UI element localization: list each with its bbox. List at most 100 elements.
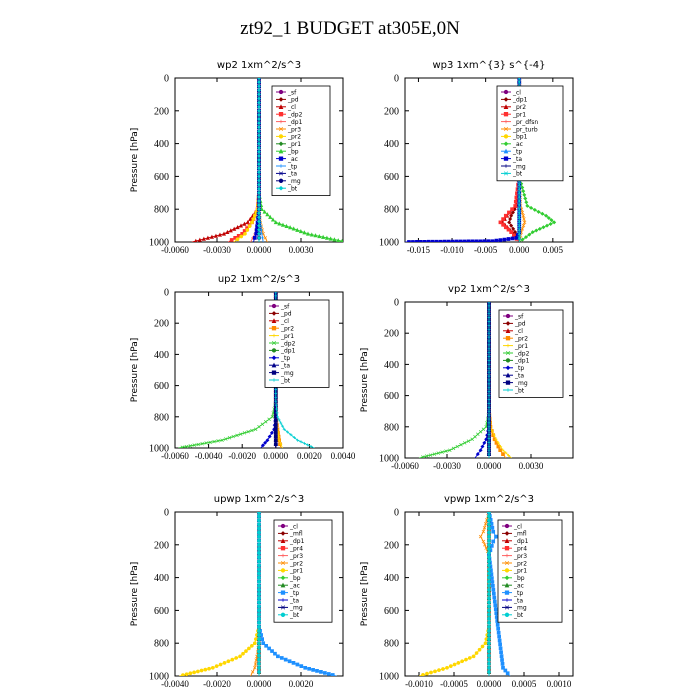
data-point — [487, 543, 491, 547]
data-point — [213, 233, 219, 238]
legend-entry: _pr2 — [287, 134, 301, 141]
data-point — [275, 407, 279, 411]
data-point — [284, 223, 289, 228]
data-point — [487, 320, 491, 323]
data-point — [491, 587, 496, 592]
legend-entry: _pr3 — [287, 126, 301, 133]
data-point — [464, 657, 468, 662]
data-point — [257, 112, 261, 117]
legend-entry: _tp — [514, 365, 524, 372]
data-point — [330, 673, 335, 676]
data-point — [487, 323, 491, 327]
data-point — [487, 351, 491, 355]
legend-marker — [504, 560, 510, 566]
data-point — [257, 547, 261, 551]
data-point — [252, 641, 257, 645]
data-point — [454, 239, 459, 242]
data-point — [299, 440, 303, 444]
data-point — [507, 220, 512, 225]
data-point — [510, 210, 515, 215]
data-point — [459, 442, 463, 447]
legend-entry: _pr1 — [512, 112, 526, 119]
data-point — [490, 580, 495, 584]
data-point — [326, 672, 331, 676]
data-point — [231, 434, 235, 439]
data-point — [229, 238, 234, 242]
data-point — [487, 629, 491, 633]
legend-marker — [503, 97, 509, 102]
legend-marker — [504, 538, 510, 543]
data-point — [257, 203, 261, 208]
data-point — [487, 653, 491, 658]
panel-title: upwp 1xm^2/s^3 — [214, 494, 304, 505]
data-point — [474, 239, 479, 242]
data-point — [511, 226, 516, 231]
data-point — [257, 215, 261, 220]
legend-entry: _bt — [280, 377, 291, 384]
data-point — [494, 611, 499, 616]
data-point — [260, 637, 264, 641]
legend-marker — [503, 148, 509, 154]
legend-marker — [506, 388, 510, 392]
series-markers-dp2 — [180, 292, 278, 448]
data-point — [257, 600, 261, 604]
y-tick-label: 200 — [384, 540, 399, 551]
data-point — [529, 205, 534, 210]
data-point — [478, 430, 483, 434]
data-point — [545, 223, 550, 228]
legend-entry: _pd — [287, 97, 299, 104]
data-point — [257, 616, 261, 621]
data-point — [291, 226, 296, 231]
legend-entry: _bt — [514, 387, 525, 394]
legend-marker — [279, 119, 283, 124]
data-point — [257, 178, 261, 183]
data-point — [257, 88, 261, 93]
legend: _cl_dp1_pr2_pr1_pr_dfsn_pr_turb_bp1_ac_t… — [496, 85, 564, 182]
data-point — [235, 224, 240, 230]
data-point — [243, 232, 247, 236]
data-point — [483, 522, 488, 526]
data-point — [487, 339, 491, 343]
y-tick-label: 1000 — [379, 672, 399, 683]
data-point — [257, 190, 261, 195]
legend-marker — [503, 104, 509, 109]
y-tick-label: 0 — [394, 74, 399, 85]
data-point — [257, 121, 261, 126]
legend-marker — [272, 333, 276, 338]
data-point — [321, 234, 326, 239]
data-point — [257, 231, 261, 236]
data-point — [257, 666, 261, 670]
x-tick-label: 0.0030 — [519, 461, 544, 471]
data-point — [517, 199, 521, 203]
data-point — [257, 100, 261, 105]
y-tick-label: 400 — [384, 139, 399, 150]
data-point — [257, 149, 261, 154]
data-point — [520, 227, 525, 231]
data-point — [487, 452, 491, 456]
data-point — [274, 294, 278, 298]
legend-entry: _pd — [280, 311, 292, 318]
data-point — [257, 637, 261, 641]
data-point — [498, 238, 503, 242]
legend-marker — [504, 523, 510, 529]
data-point — [514, 236, 519, 240]
data-point — [470, 239, 475, 242]
data-point — [253, 427, 258, 432]
y-tick-label: 400 — [384, 360, 399, 371]
data-point — [487, 327, 491, 331]
data-point — [487, 641, 491, 645]
data-point — [309, 444, 313, 448]
data-point — [257, 182, 261, 187]
data-point — [487, 547, 491, 551]
series-markers-bt — [487, 302, 491, 456]
data-point — [487, 386, 491, 390]
data-point — [492, 433, 496, 437]
data-point — [487, 437, 491, 440]
data-point — [487, 559, 491, 563]
data-point — [517, 223, 521, 228]
data-point — [267, 434, 272, 439]
data-point — [546, 215, 551, 220]
legend-entry: _bp — [513, 575, 525, 582]
x-tick-label: 0.0005 — [512, 679, 537, 689]
data-point — [203, 667, 208, 672]
